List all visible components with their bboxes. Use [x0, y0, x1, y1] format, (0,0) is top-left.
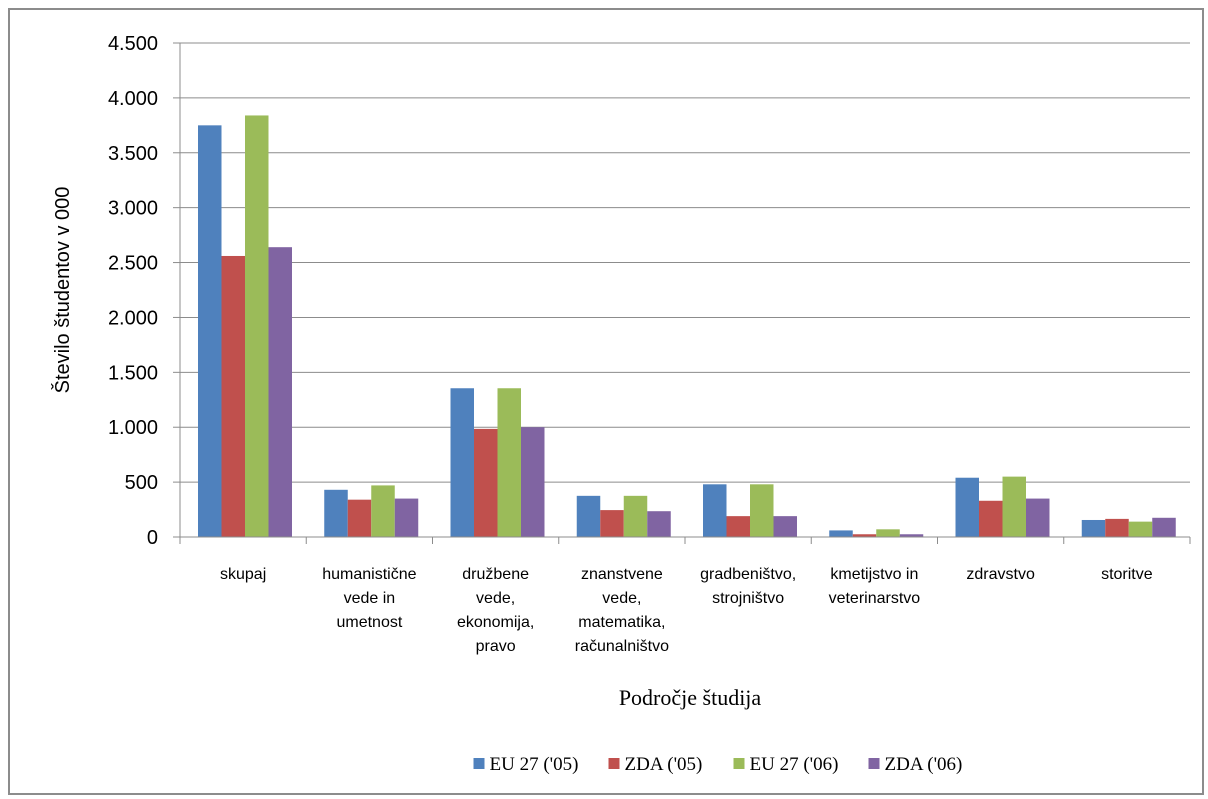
x-category-label: kmetijstvo in veterinarstvo [829, 566, 921, 607]
bar-3-5 [750, 484, 774, 537]
y-tick-label: 1.500 [108, 362, 158, 384]
y-tick-label: 500 [125, 472, 158, 494]
bar-3-4 [623, 495, 648, 537]
legend-label-1: EU 27 ('05) [490, 754, 579, 775]
y-tick-label: 3.000 [108, 198, 158, 220]
bar-4-2 [394, 498, 419, 537]
y-tick-label: 0 [147, 527, 158, 549]
bar-4-7 [1026, 498, 1050, 537]
bar-1-3 [450, 388, 474, 537]
legend-swatch-4 [868, 758, 880, 769]
legend-swatch-3 [733, 758, 745, 769]
x-category-label: skupaj [220, 566, 266, 583]
x-category-label: zdravstvo [966, 566, 1035, 583]
y-tick-label: 4.000 [108, 88, 158, 110]
x-category-label: humanistične vede in umetnost [322, 566, 416, 631]
gridlines [173, 42, 1190, 538]
legend-swatch-2 [608, 758, 620, 769]
y-tick-label: 4.500 [108, 33, 158, 55]
bar-1-1 [198, 125, 222, 537]
bar-1-2 [324, 489, 348, 537]
bar-4-4 [647, 511, 671, 537]
bar-4-3 [521, 427, 545, 537]
y-tick-label: 2.500 [108, 253, 158, 275]
y-tick-label: 3.500 [108, 143, 158, 165]
bar-2-8 [1105, 518, 1129, 537]
x-axis-title: Področje študija [619, 685, 762, 710]
bar-2-2 [347, 499, 372, 537]
bar-4-8 [1152, 517, 1176, 537]
bar-2-7 [979, 500, 1003, 537]
x-category-labels: skupaj humanistične vede in umetnost družben… [220, 566, 1153, 655]
bar-3-7 [1002, 476, 1026, 537]
x-category-label: znanstvene vede, matematika, računalništvo [575, 566, 669, 655]
bar-3-2 [371, 485, 395, 537]
bar-3-1 [245, 115, 269, 537]
x-category-label: storitve [1101, 566, 1153, 583]
bar-2-3 [474, 428, 498, 537]
y-tick-labels: 0 500 1.000 1.500 2.000 2.500 3.000 3.500 4.000 4… [108, 33, 158, 549]
x-category-label: gradbeništvo, strojništvo [700, 566, 796, 607]
bar-2-4 [600, 510, 624, 537]
bar-1-8 [1081, 519, 1106, 537]
bar-4-1 [268, 247, 292, 538]
bar-4-6 [899, 534, 924, 537]
bar-2-5 [726, 516, 750, 537]
bar-1-6 [829, 530, 853, 537]
bar-3-8 [1128, 521, 1153, 537]
legend-label-3: EU 27 ('06) [750, 754, 839, 775]
axes [179, 43, 1191, 544]
y-axis-title: Število študentov v 000 [51, 187, 74, 394]
legend-label-2: ZDA ('05) [625, 754, 703, 775]
legend: EU 27 ('05) ZDA ('05) EU 27 ('06) ZDA ('06) [473, 754, 963, 775]
legend-label-4: ZDA ('06) [885, 754, 963, 775]
bar-3-6 [876, 529, 900, 537]
x-category-label: družbene vede, ekonomija, pravo [457, 566, 534, 655]
bars [198, 115, 1176, 538]
y-tick-label: 1.000 [108, 417, 158, 439]
bar-1-4 [576, 495, 601, 537]
y-tick-label: 2.000 [108, 307, 158, 329]
bar-2-1 [221, 255, 245, 538]
bar-4-5 [773, 516, 797, 537]
bar-3-3 [497, 388, 521, 537]
legend-swatch-1 [473, 758, 485, 769]
bar-1-7 [955, 477, 979, 537]
bar-1-5 [703, 484, 727, 537]
bar-2-6 [852, 534, 877, 537]
